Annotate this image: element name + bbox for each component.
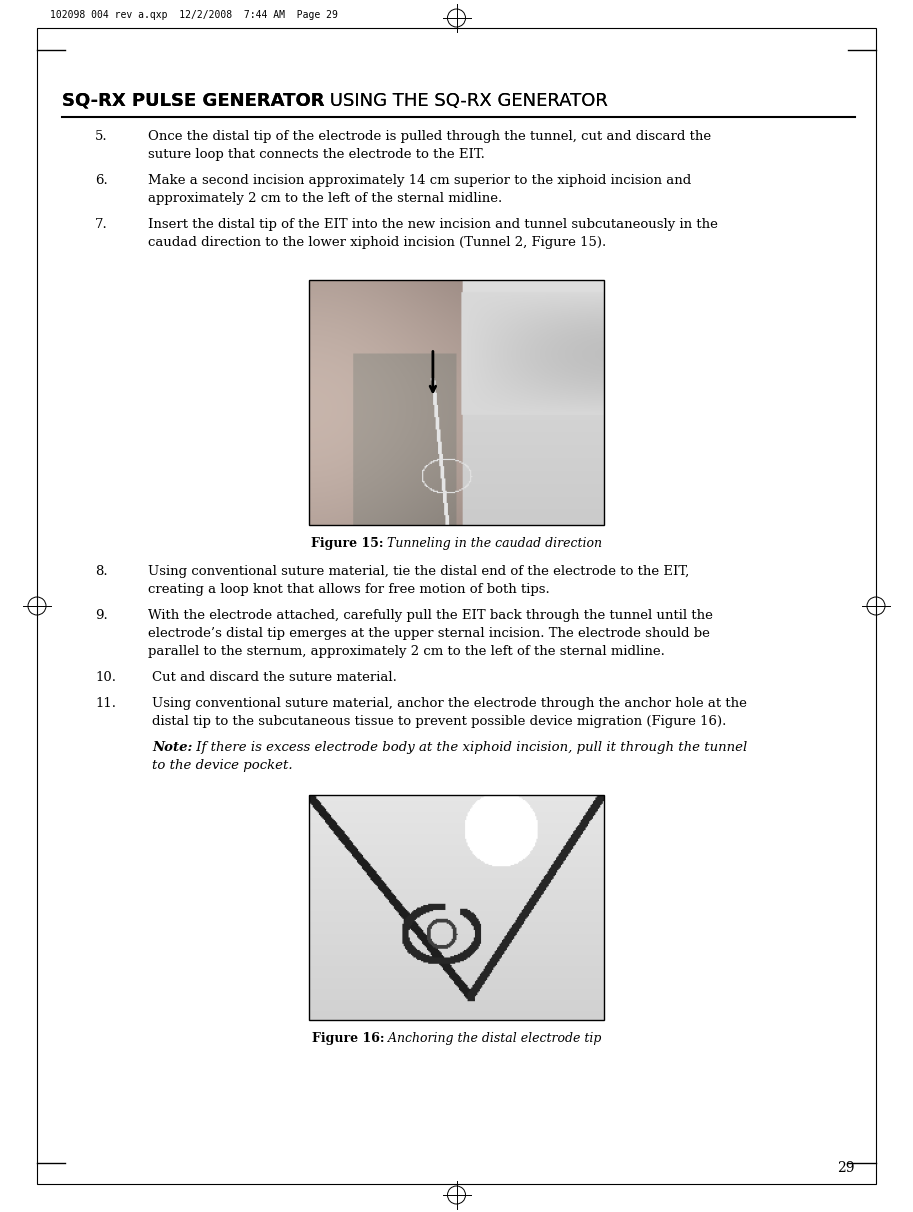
Text: Using conventional suture material, tie the distal end of the electrode to the E: Using conventional suture material, tie … bbox=[148, 565, 689, 578]
Text: parallel to the sternum, approximately 2 cm to the left of the sternal midline.: parallel to the sternum, approximately 2… bbox=[148, 645, 665, 658]
Text: 9.: 9. bbox=[95, 608, 108, 622]
Text: 11.: 11. bbox=[95, 697, 116, 710]
Bar bbox=[309, 280, 604, 525]
Bar bbox=[309, 795, 604, 1021]
Text: Anchoring the distal electrode tip: Anchoring the distal electrode tip bbox=[384, 1031, 602, 1045]
Text: Make a second incision approximately 14 cm superior to the xiphoid incision and: Make a second incision approximately 14 … bbox=[148, 175, 691, 187]
Text: Using conventional suture material, anchor the electrode through the anchor hole: Using conventional suture material, anch… bbox=[152, 697, 747, 710]
Text: Insert the distal tip of the EIT into the new incision and tunnel subcutaneously: Insert the distal tip of the EIT into th… bbox=[148, 218, 718, 231]
Text: Figure 16:: Figure 16: bbox=[311, 1031, 384, 1045]
Text: 102098 004 rev a.qxp  12/2/2008  7:44 AM  Page 29: 102098 004 rev a.qxp 12/2/2008 7:44 AM P… bbox=[50, 10, 338, 21]
Text: Tunneling in the caudad direction: Tunneling in the caudad direction bbox=[456, 537, 676, 550]
Text: With the electrode attached, carefully pull the EIT back through the tunnel unti: With the electrode attached, carefully p… bbox=[148, 608, 713, 622]
Text: Figure 16:: Figure 16: bbox=[456, 1031, 529, 1045]
Text: 7.: 7. bbox=[95, 218, 108, 231]
Text: Note:: Note: bbox=[152, 741, 193, 754]
Text: Figure 15:: Figure 15: bbox=[310, 537, 383, 550]
Text: Tunneling in the caudad direction: Tunneling in the caudad direction bbox=[383, 537, 603, 550]
Text: SQ-RX PULSE GENERATOR: SQ-RX PULSE GENERATOR bbox=[62, 92, 324, 110]
Text: If there is excess electrode body at the xiphoid incision, pull it through the t: If there is excess electrode body at the… bbox=[193, 741, 748, 754]
Text: 5.: 5. bbox=[95, 130, 108, 143]
Text: Once the distal tip of the electrode is pulled through the tunnel, cut and disca: Once the distal tip of the electrode is … bbox=[148, 130, 711, 143]
Text: USING THE SQ-RX GENERATOR: USING THE SQ-RX GENERATOR bbox=[324, 92, 608, 110]
Text: SQ-RX PULSE GENERATOR: SQ-RX PULSE GENERATOR bbox=[62, 92, 324, 110]
Text: suture loop that connects the electrode to the EIT.: suture loop that connects the electrode … bbox=[148, 148, 485, 161]
Text: 8.: 8. bbox=[95, 565, 108, 578]
Text: creating a loop knot that allows for free motion of both tips.: creating a loop knot that allows for fre… bbox=[148, 583, 550, 596]
Text: 10.: 10. bbox=[95, 671, 116, 684]
Text: caudad direction to the lower xiphoid incision (Tunnel 2, Figure 15).: caudad direction to the lower xiphoid in… bbox=[148, 236, 606, 248]
Text: USING THE SQ-RX GENERATOR: USING THE SQ-RX GENERATOR bbox=[324, 92, 608, 110]
Text: Anchoring the distal electrode tip: Anchoring the distal electrode tip bbox=[456, 1031, 674, 1045]
Text: 29: 29 bbox=[837, 1161, 855, 1174]
Text: Figure 15:: Figure 15: bbox=[456, 537, 529, 550]
Text: approximately 2 cm to the left of the sternal midline.: approximately 2 cm to the left of the st… bbox=[148, 191, 502, 205]
Text: electrode’s distal tip emerges at the upper sternal incision. The electrode shou: electrode’s distal tip emerges at the up… bbox=[148, 627, 710, 640]
Text: distal tip to the subcutaneous tissue to prevent possible device migration (Figu: distal tip to the subcutaneous tissue to… bbox=[152, 715, 727, 728]
Text: Cut and discard the suture material.: Cut and discard the suture material. bbox=[152, 671, 397, 684]
Text: 6.: 6. bbox=[95, 175, 108, 187]
Text: to the device pocket.: to the device pocket. bbox=[152, 759, 293, 772]
